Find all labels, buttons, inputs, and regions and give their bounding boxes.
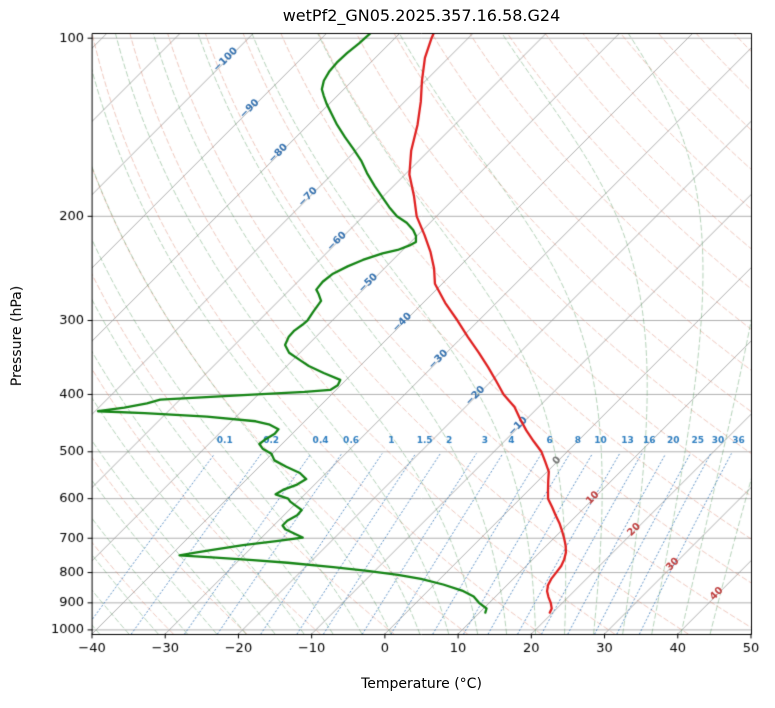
x-axis-label: Temperature (°C) [361,676,482,692]
chart-title: wetPf2_GN05.2025.357.16.58.G24 [282,6,561,25]
y-axis-label: Pressure (hPa) [9,285,25,387]
